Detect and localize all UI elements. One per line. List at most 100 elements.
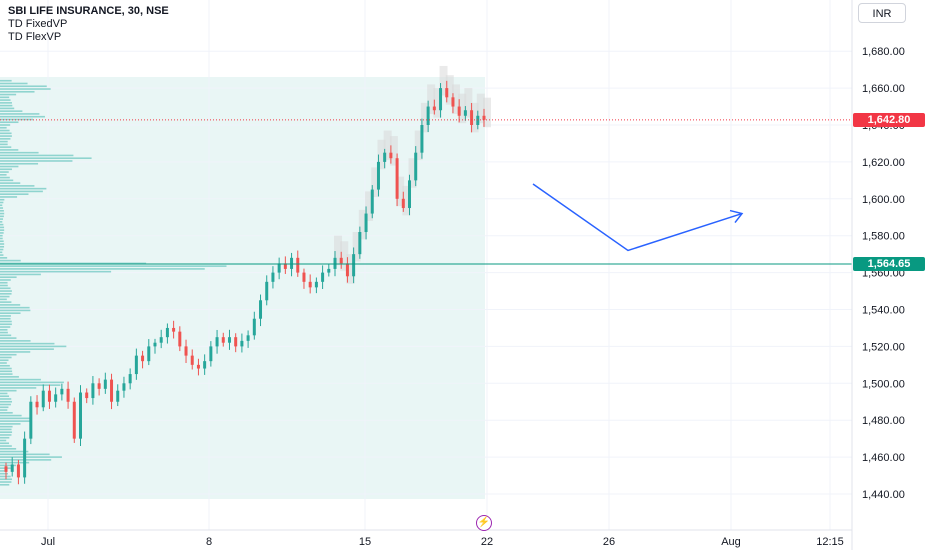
flash-icon[interactable]: ⚡ xyxy=(476,515,492,531)
profile-bar xyxy=(0,348,54,350)
price-tick-label: 1,620.00 xyxy=(862,157,905,169)
candle-body xyxy=(265,281,269,301)
profile-bar xyxy=(0,367,12,370)
candle-body xyxy=(445,88,449,98)
candle-body xyxy=(203,361,207,369)
price-axis[interactable]: 1,440.00 1,460.00 1,480.00 1,500.00 1,520.00… xyxy=(862,46,905,501)
price-tick-label: 1,680.00 xyxy=(862,46,905,58)
profile-bar xyxy=(0,461,30,464)
profile-bar xyxy=(0,187,47,190)
profile-bar xyxy=(0,162,39,165)
profile-bar xyxy=(0,157,92,160)
candle-body xyxy=(389,152,393,159)
currency-button[interactable]: INR xyxy=(858,3,906,23)
profile-bar xyxy=(0,115,45,118)
profile-bar xyxy=(0,351,31,353)
profile-bar xyxy=(0,151,39,154)
candle-body xyxy=(10,464,14,472)
profile-bar xyxy=(0,240,4,243)
profile-bar xyxy=(0,204,3,207)
profile-bar xyxy=(0,387,37,389)
indicator-fixedvp[interactable]: TD FixedVP xyxy=(8,18,68,30)
candle-body xyxy=(482,115,486,120)
time-tick-label: Aug xyxy=(721,536,741,548)
candle-body xyxy=(35,401,39,408)
candle-body xyxy=(23,438,27,478)
profile-bar xyxy=(0,340,31,342)
profile-bar xyxy=(0,179,14,182)
candle-body xyxy=(476,115,480,125)
profile-bar xyxy=(0,268,205,270)
profile-bar xyxy=(0,237,3,240)
candle-body xyxy=(128,374,132,384)
profile-bar xyxy=(0,328,8,331)
candle-body xyxy=(333,257,337,269)
profile-bar xyxy=(0,353,17,356)
profile-bar xyxy=(0,245,5,248)
profile-bar xyxy=(0,79,12,82)
profile-bar xyxy=(0,102,12,104)
profile-bar xyxy=(0,331,8,334)
profile-bar xyxy=(0,406,9,409)
flex-profile-bar xyxy=(451,84,460,114)
last-price-tag: 1,642.80 xyxy=(853,112,925,127)
symbol-title[interactable]: SBI LIFE INSURANCE, 30, NSE xyxy=(8,5,169,17)
price-tick-label: 1,520.00 xyxy=(862,341,905,353)
profile-bar xyxy=(0,359,9,362)
indicator-flexvp[interactable]: TD FlexVP xyxy=(8,31,62,43)
flex-profile-bar xyxy=(470,102,479,133)
candle-body xyxy=(457,106,461,116)
candle-body xyxy=(364,213,368,233)
profile-bar xyxy=(0,193,29,195)
price-tick-label: 1,500.00 xyxy=(862,378,905,390)
candle-body xyxy=(60,388,64,395)
candle-body xyxy=(439,88,443,111)
candle-body xyxy=(41,390,45,408)
profile-bar xyxy=(0,442,10,445)
profile-bar xyxy=(0,110,23,112)
profile-bar xyxy=(0,417,32,420)
price-tick-label: 1,540.00 xyxy=(862,305,905,317)
profile-bar xyxy=(0,370,13,373)
candle-body xyxy=(147,346,151,362)
profile-bar xyxy=(0,400,12,403)
candle-body xyxy=(290,257,294,269)
price-tick-label: 1,440.00 xyxy=(862,489,905,501)
profile-bar xyxy=(0,176,10,179)
candle-body xyxy=(66,388,70,402)
candle-body xyxy=(234,337,238,347)
profile-bar xyxy=(0,229,5,231)
profile-bar xyxy=(0,434,12,436)
profile-bar xyxy=(0,165,19,168)
price-tick-label: 1,600.00 xyxy=(862,194,905,206)
profile-bar xyxy=(0,398,12,400)
candle-body xyxy=(314,281,318,288)
candle-body xyxy=(252,318,256,336)
profile-bar xyxy=(0,190,43,193)
candle-body xyxy=(296,257,300,273)
level-price-tag: 1,564.65 xyxy=(853,257,925,272)
trend-drawing[interactable] xyxy=(532,183,744,252)
profile-bar xyxy=(0,223,4,226)
profile-bar xyxy=(0,107,15,110)
profile-bar xyxy=(0,470,8,472)
profile-bar xyxy=(0,146,12,148)
flex-profile-bar xyxy=(464,88,473,118)
flex-profile-bar xyxy=(414,130,423,161)
profile-bar xyxy=(0,215,4,218)
time-tick-label: 26 xyxy=(603,536,615,548)
profile-bar xyxy=(0,168,12,171)
candle-body xyxy=(227,337,231,343)
price-tick-label: 1,580.00 xyxy=(862,231,905,243)
profile-bar xyxy=(0,135,12,137)
profile-bar xyxy=(0,287,11,290)
flex-profile-bar xyxy=(476,93,485,124)
profile-bar xyxy=(0,315,11,317)
time-axis[interactable]: Jul 8 15 22 26 Aug 12:15 xyxy=(41,536,844,548)
candle-body xyxy=(271,272,275,282)
flex-profile-bar xyxy=(445,75,454,105)
profile-bar xyxy=(0,126,7,129)
profile-bar xyxy=(0,409,8,411)
profile-bar xyxy=(0,464,16,467)
